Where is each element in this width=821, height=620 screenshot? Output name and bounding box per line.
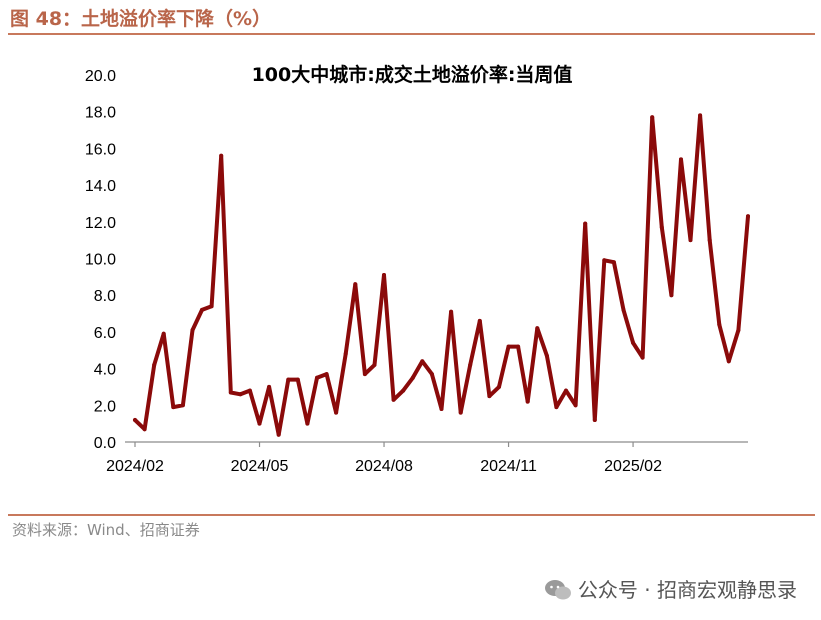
series-line xyxy=(133,113,750,437)
data-point xyxy=(535,326,540,331)
data-point xyxy=(334,410,339,415)
data-point xyxy=(305,421,310,426)
figure-title: 图 48：土地溢价率下降（%） xyxy=(10,8,272,30)
data-point xyxy=(372,362,377,367)
y-tick-label: 16.0 xyxy=(85,141,116,158)
data-point xyxy=(717,322,722,327)
y-tick-label: 4.0 xyxy=(94,362,116,379)
y-tick-label: 8.0 xyxy=(94,288,116,305)
data-point xyxy=(161,331,166,336)
data-point xyxy=(324,372,329,377)
y-tick-label: 10.0 xyxy=(85,252,116,269)
x-tick-label: 2024/02 xyxy=(106,458,164,475)
data-point xyxy=(525,399,530,404)
data-point xyxy=(640,355,645,360)
data-point xyxy=(516,344,521,349)
data-point xyxy=(142,427,147,432)
data-point xyxy=(295,377,300,382)
data-point xyxy=(209,304,214,309)
data-point xyxy=(477,318,482,323)
data-point xyxy=(439,407,444,411)
data-point xyxy=(544,353,549,358)
data-point xyxy=(133,418,137,422)
source-divider xyxy=(8,514,815,516)
data-point xyxy=(631,340,636,345)
source-note: 资料来源：Wind、招商证券 xyxy=(12,521,200,539)
data-point xyxy=(276,432,281,437)
title-divider xyxy=(8,33,815,35)
data-point xyxy=(228,390,233,395)
data-point xyxy=(659,225,664,230)
y-tick-label: 20.0 xyxy=(85,68,116,85)
data-point xyxy=(497,384,501,389)
y-tick-label: 12.0 xyxy=(85,215,116,232)
wechat-icon xyxy=(544,580,571,600)
data-point xyxy=(583,221,588,226)
x-tick-label: 2025/02 xyxy=(604,458,662,475)
data-point xyxy=(353,282,358,287)
data-point xyxy=(746,214,750,219)
y-tick-label: 18.0 xyxy=(85,105,116,122)
series-points xyxy=(133,113,750,437)
data-point xyxy=(736,328,741,333)
data-point xyxy=(429,372,434,377)
data-point xyxy=(564,388,568,393)
data-point xyxy=(343,351,348,356)
watermark-text: 公众号 · 招商宏观静思录 xyxy=(577,578,797,602)
y-tick-label: 0.0 xyxy=(94,435,116,452)
data-point xyxy=(180,403,185,408)
data-point xyxy=(688,238,693,243)
data-point xyxy=(315,375,319,380)
data-point xyxy=(449,309,454,314)
data-point xyxy=(391,397,396,402)
data-point xyxy=(468,362,473,367)
y-tick-label: 6.0 xyxy=(94,325,116,342)
y-tick-label: 14.0 xyxy=(85,178,116,195)
data-point xyxy=(506,344,511,349)
data-point xyxy=(247,388,252,393)
data-point xyxy=(190,328,195,333)
data-point xyxy=(238,392,243,397)
data-point xyxy=(698,113,703,118)
x-tick-label: 2024/11 xyxy=(480,458,537,475)
x-tick-label: 2024/08 xyxy=(355,458,413,475)
data-point xyxy=(487,394,492,399)
data-point xyxy=(286,377,291,382)
data-point xyxy=(267,384,272,389)
x-axis-ticks: 2024/02 2024/05 2024/08 2024/11 2025/02 xyxy=(106,442,662,475)
data-point xyxy=(420,359,425,364)
data-point xyxy=(707,238,712,243)
watermark: 公众号 · 招商宏观静思录 xyxy=(544,574,797,603)
data-point xyxy=(611,260,616,265)
data-point xyxy=(410,375,415,380)
data-point xyxy=(679,157,683,162)
data-point xyxy=(573,403,578,408)
data-point xyxy=(554,405,559,410)
data-point xyxy=(458,410,463,415)
data-point xyxy=(726,359,731,364)
data-point xyxy=(621,307,626,312)
data-point xyxy=(592,418,597,422)
line-chart: 0.02.04.06.08.010.012.014.016.018.020.0 … xyxy=(85,63,750,475)
data-point xyxy=(200,307,204,312)
data-point xyxy=(650,115,655,120)
x-tick-label: 2024/05 xyxy=(231,458,289,475)
y-axis-ticks: 0.0 2.0 4.0 6.0 8.0 10.0 12.0 14.0 16.0 18.0 20.0 xyxy=(85,68,116,452)
data-point xyxy=(219,153,224,158)
y-tick-label: 2.0 xyxy=(94,398,116,415)
chart-title: 100大中城市:成交土地溢价率:当周值 xyxy=(252,63,573,86)
data-point xyxy=(362,372,367,377)
data-point xyxy=(669,293,674,298)
data-point xyxy=(152,362,157,367)
data-point xyxy=(171,405,176,410)
data-point xyxy=(602,258,607,263)
data-point xyxy=(382,273,386,277)
data-point xyxy=(401,388,406,393)
data-point xyxy=(257,421,262,426)
